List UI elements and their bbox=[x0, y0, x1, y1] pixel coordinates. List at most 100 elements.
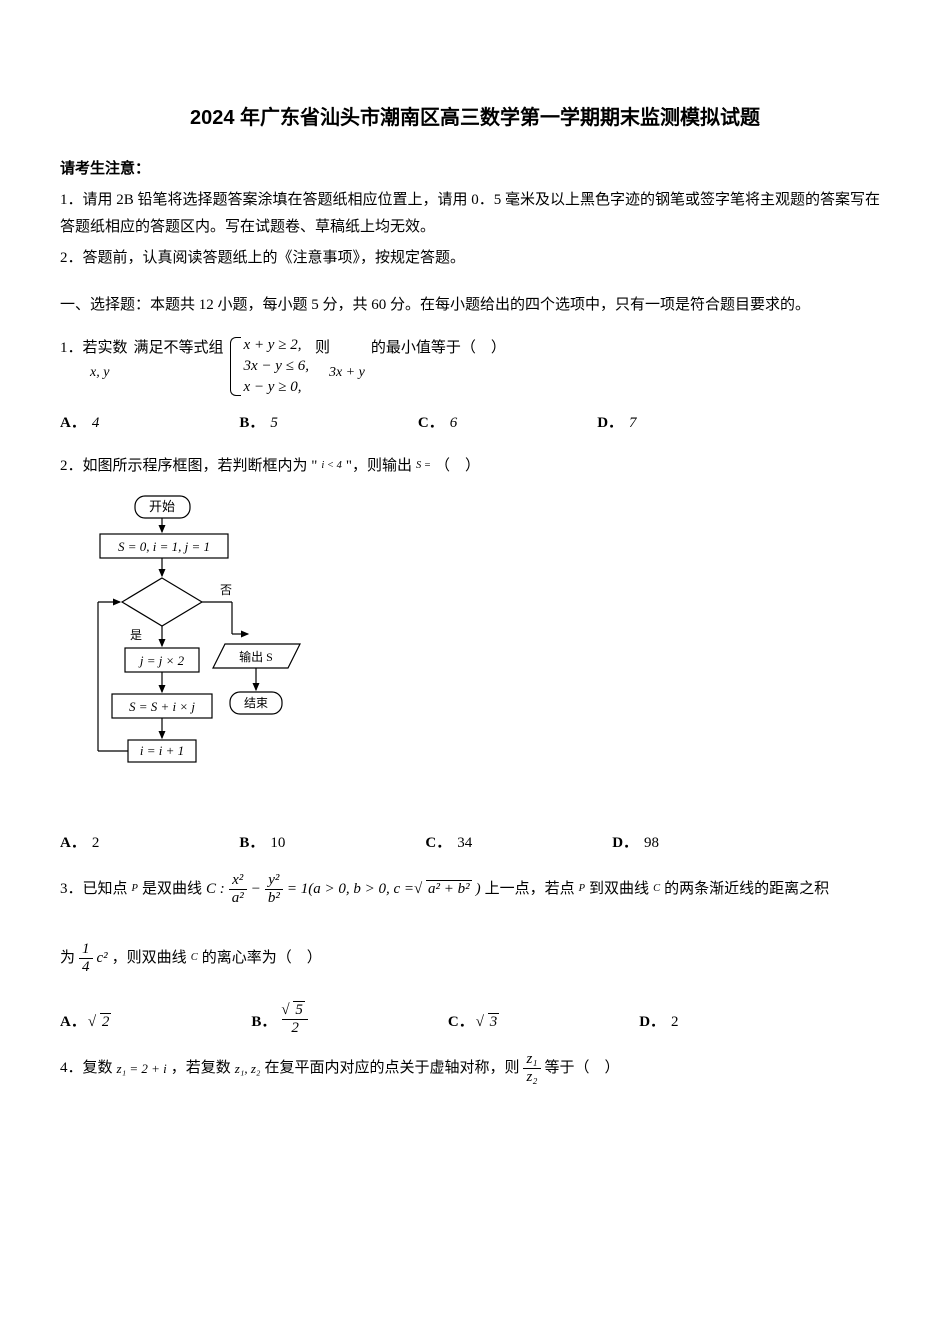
label-d: D． bbox=[612, 830, 638, 857]
q1-system: x + y ≥ 2, 3x − y ≤ 6, x − y ≥ 0, bbox=[230, 335, 309, 398]
svg-text:j = j × 2: j = j × 2 bbox=[138, 653, 185, 668]
svg-text:结束: 结束 bbox=[244, 696, 268, 710]
q2-d-val: 98 bbox=[644, 830, 659, 857]
q3-a-sqrt: 2 bbox=[92, 1009, 112, 1036]
notice-2: 2．答题前，认真阅读答题纸上的《注意事项》，按规定答题。 bbox=[60, 245, 890, 272]
page-title: 2024 年广东省汕头市潮南区高三数学第一学期期末监测模拟试题 bbox=[60, 100, 890, 136]
label-c: C． bbox=[448, 1009, 474, 1036]
q3-c2: C bbox=[191, 949, 198, 968]
q1-prefix: 1．若实数 bbox=[60, 335, 128, 362]
q1-opt-b: B．5 bbox=[239, 410, 278, 437]
q1-c-val: 6 bbox=[450, 410, 458, 437]
q2-b-val: 10 bbox=[270, 830, 285, 857]
q4-mid2: 在复平面内对应的点关于虚轴对称，则 bbox=[264, 1055, 519, 1082]
notice-heading: 请考生注意： bbox=[60, 156, 890, 183]
q3-eq: = 1(a > 0, b > 0, c = bbox=[287, 876, 414, 903]
label-d: D． bbox=[639, 1009, 665, 1036]
q1-opt-d: D．7 bbox=[597, 410, 636, 437]
q2-mid: "，则输出 bbox=[346, 453, 412, 480]
q3-opt-a: A． 2 bbox=[60, 1003, 111, 1036]
q3-b-den: 2 bbox=[282, 1020, 308, 1036]
q2-prefix: 2．如图所示程序框图，若判断框内为 " bbox=[60, 453, 317, 480]
q2-opt-b: B．10 bbox=[239, 830, 285, 857]
q1-sys-3: x − y ≥ 0, bbox=[244, 377, 309, 398]
label-a: A． bbox=[60, 830, 86, 857]
q3-opt-d: D． 2 bbox=[639, 1003, 678, 1036]
q2-opt-c: C．34 bbox=[425, 830, 472, 857]
q1-var: x, y bbox=[90, 360, 109, 385]
q1-sys-2: 3x − y ≤ 6, bbox=[244, 356, 309, 377]
q3-options: A． 2 B． 5 2 C． 3 D． 2 bbox=[60, 1003, 890, 1036]
label-c: C． bbox=[418, 410, 444, 437]
q3-prefix: 3．已知点 bbox=[60, 876, 128, 903]
q3-a-val: 2 bbox=[100, 1013, 112, 1030]
q1-mid2: 则 bbox=[315, 335, 330, 362]
q2-options: A．2 B．10 C．34 D．98 bbox=[60, 830, 890, 857]
question-4: 4．复数 z₁ = 2 + i ，若复数 z₁, z₂ 在复平面内对应的点关于虚… bbox=[60, 1052, 890, 1085]
q3-frac2-num: y² bbox=[265, 873, 283, 890]
q4-frac: z₁ z₂ bbox=[523, 1052, 540, 1085]
q3-c: C bbox=[653, 880, 660, 899]
label-c: C． bbox=[425, 830, 451, 857]
q2-cond: i < 4 bbox=[321, 457, 342, 476]
q2-tail: （ ） bbox=[435, 453, 480, 480]
q3-sqrt: a² + b² bbox=[418, 876, 472, 903]
label-b: B． bbox=[251, 1009, 276, 1036]
q3-line2-end: 的离心率为（ ） bbox=[202, 945, 322, 972]
q3-c-val: 3 bbox=[488, 1013, 500, 1030]
q1-options: A．4 B．5 C．6 D．7 bbox=[60, 410, 890, 437]
q3-b-num: 5 bbox=[282, 1003, 308, 1020]
q1-a-val: 4 bbox=[92, 410, 100, 437]
q1-tail: 的最小值等于（ ） bbox=[371, 335, 506, 362]
label-b: B． bbox=[239, 410, 264, 437]
q4-frac-num: z₁ bbox=[523, 1052, 540, 1069]
q3-line2-prefix: 为 bbox=[60, 945, 75, 972]
svg-text:开始: 开始 bbox=[149, 499, 175, 514]
q4-mid1: ，若复数 bbox=[171, 1055, 231, 1082]
q3-frac1-den: a² bbox=[229, 890, 247, 906]
q3-c-sqrt: 3 bbox=[480, 1009, 500, 1036]
q3-sqrt-in: a² + b² bbox=[426, 880, 472, 897]
q4-prefix: 4．复数 bbox=[60, 1055, 113, 1082]
question-2: 2．如图所示程序框图，若判断框内为 " i < 4 "，则输出 S = （ ） … bbox=[60, 453, 890, 857]
q3-frac1: x² a² bbox=[229, 873, 247, 906]
q3-opt-c: C． 3 bbox=[448, 1003, 499, 1036]
q2-out: S = bbox=[416, 457, 431, 476]
q3-minus: − bbox=[251, 876, 261, 903]
q2-a-val: 2 bbox=[92, 830, 100, 857]
q1-d-val: 7 bbox=[629, 410, 637, 437]
svg-text:S = 0, i = 1, j = 1: S = 0, i = 1, j = 1 bbox=[118, 539, 210, 554]
label-b: B． bbox=[239, 830, 264, 857]
q3-frac2: y² b² bbox=[265, 873, 283, 906]
q1-opt-a: A．4 bbox=[60, 410, 99, 437]
q3-p: P bbox=[132, 880, 138, 899]
q1-b-val: 5 bbox=[270, 410, 278, 437]
q3-val-num: 1 bbox=[79, 942, 93, 959]
q1-sys-1: x + y ≥ 2, bbox=[244, 335, 309, 356]
q4-tail: 等于（ ） bbox=[545, 1055, 620, 1082]
q3-mid4: 的两条渐近线的距离之积 bbox=[664, 876, 829, 903]
q3-line2-tail: ，则双曲线 bbox=[112, 945, 187, 972]
q3-val-den: 4 bbox=[79, 959, 93, 975]
q3-frac1-num: x² bbox=[229, 873, 247, 890]
q3-b-frac: 5 2 bbox=[282, 1003, 308, 1036]
q3-curve: C : bbox=[206, 876, 225, 903]
notice-1: 1．请用 2B 铅笔将选择题答案涂填在答题纸相应位置上，请用 0．5 毫米及以上… bbox=[60, 187, 890, 241]
svg-text:是: 是 bbox=[130, 628, 142, 642]
q3-mid1: 是双曲线 bbox=[142, 876, 202, 903]
q1-mid1: 满足不等式组 bbox=[134, 335, 224, 362]
label-a: A． bbox=[60, 1009, 86, 1036]
section-1-heading: 一、选择题：本题共 12 小题，每小题 5 分，共 60 分。在每小题给出的四个… bbox=[60, 292, 890, 319]
q2-opt-d: D．98 bbox=[612, 830, 659, 857]
q1-opt-c: C．6 bbox=[418, 410, 457, 437]
q3-mid3: 到双曲线 bbox=[589, 876, 649, 903]
label-d: D． bbox=[597, 410, 623, 437]
svg-text:S = S + i × j: S = S + i × j bbox=[129, 699, 195, 714]
q2-opt-a: A．2 bbox=[60, 830, 99, 857]
label-a: A． bbox=[60, 410, 86, 437]
q3-valfrac: 1 4 bbox=[79, 942, 93, 975]
q3-p2: P bbox=[579, 880, 585, 899]
q3-mid2: 上一点，若点 bbox=[485, 876, 575, 903]
question-1: 1．若实数 x, y 满足不等式组 x + y ≥ 2, 3x − y ≤ 6,… bbox=[60, 335, 890, 437]
q4-z12: z₁, z₂ bbox=[235, 1057, 261, 1080]
